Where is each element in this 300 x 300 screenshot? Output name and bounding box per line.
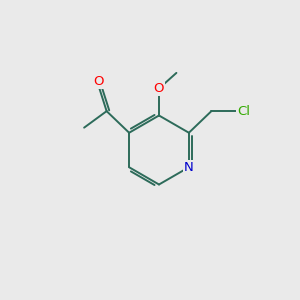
Text: O: O [154,82,164,95]
Text: Cl: Cl [237,105,250,118]
Text: N: N [184,161,194,174]
Text: O: O [93,75,104,88]
